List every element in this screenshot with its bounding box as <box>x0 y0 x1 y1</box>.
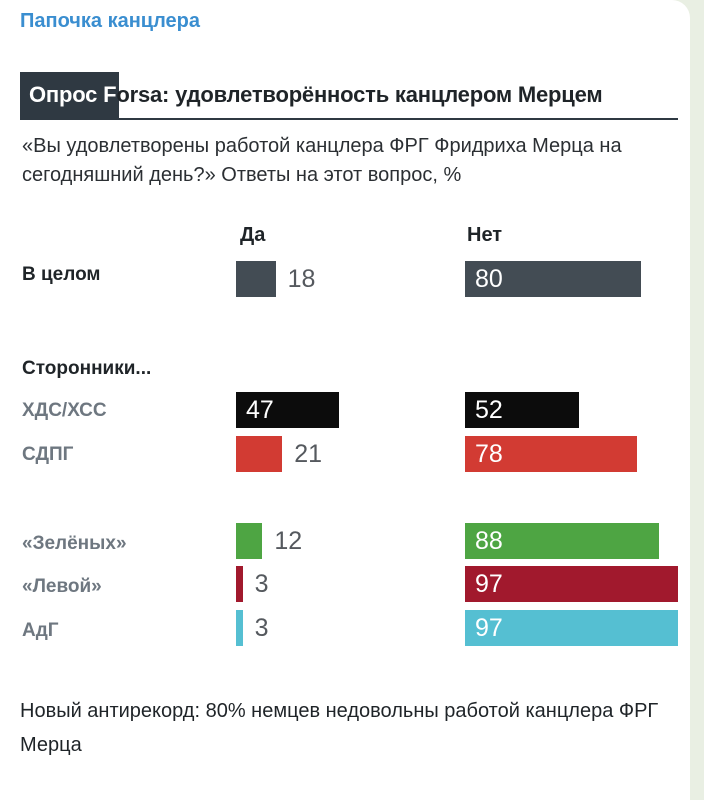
bar-yes-сдпг <box>236 436 283 472</box>
row-label-хдс-хсс: ХДС/ХСС <box>22 400 107 421</box>
post-caption: Новый антирекорд: 80% немцев недовольны … <box>20 700 659 756</box>
row-label-левой: «Левой» <box>22 576 102 597</box>
title-highlight-box <box>20 72 119 118</box>
bar-no-в-целом <box>465 261 641 297</box>
row-label-адг: АдГ <box>22 620 59 641</box>
column-header-no: Нет <box>467 224 503 246</box>
bar-yes-зелёных <box>236 523 263 559</box>
title-prefix: Опрос F <box>29 82 117 107</box>
channel-name[interactable]: Папочка канцлера <box>20 10 201 32</box>
bar-yes-в-целом <box>236 261 276 297</box>
bar-no-сдпг <box>465 436 637 472</box>
bar-no-хдс-хсс <box>465 392 580 428</box>
value-yes-адг: 3 <box>254 614 269 642</box>
value-no-зелёных: 88 <box>475 527 503 555</box>
row-label-сдпг: СДПГ <box>22 444 74 465</box>
chart-subtitle: «Вы удовлетворены работой канцлера ФРГ Ф… <box>22 135 622 186</box>
value-no-левой: 97 <box>475 570 503 598</box>
value-yes-зелёных: 12 <box>274 527 303 555</box>
value-no-адг: 97 <box>475 614 503 642</box>
chart-title: Опрос Forsa: удовлетворённость канцлером… <box>20 72 678 120</box>
bar-no-левой <box>465 566 679 602</box>
value-yes-хдс-хсс: 47 <box>246 396 274 424</box>
bar-yes-адг <box>236 610 243 646</box>
chart: Опрос Forsa: удовлетворённость канцлером… <box>20 72 679 646</box>
value-yes-сдпг: 21 <box>294 440 322 468</box>
row-label-зелёных: «Зелёных» <box>22 533 127 554</box>
supporters-group-label: Сторонники... <box>22 358 152 379</box>
row-label-в-целом: В целом <box>22 264 101 285</box>
bar-yes-левой <box>236 566 243 602</box>
value-no-сдпг: 78 <box>475 440 503 468</box>
title-rule <box>20 118 678 120</box>
bar-yes-хдс-хсс <box>236 392 340 428</box>
value-yes-в-целом: 18 <box>287 265 316 293</box>
value-no-в-целом: 80 <box>475 265 503 293</box>
bar-no-зелёных <box>465 523 659 559</box>
title-rest: orsa: удовлетворённость канцлером Мерцем <box>116 82 603 107</box>
bar-no-адг <box>465 610 679 646</box>
column-header-yes: Да <box>240 224 266 246</box>
value-no-хдс-хсс: 52 <box>475 396 503 424</box>
value-yes-левой: 3 <box>254 570 269 598</box>
